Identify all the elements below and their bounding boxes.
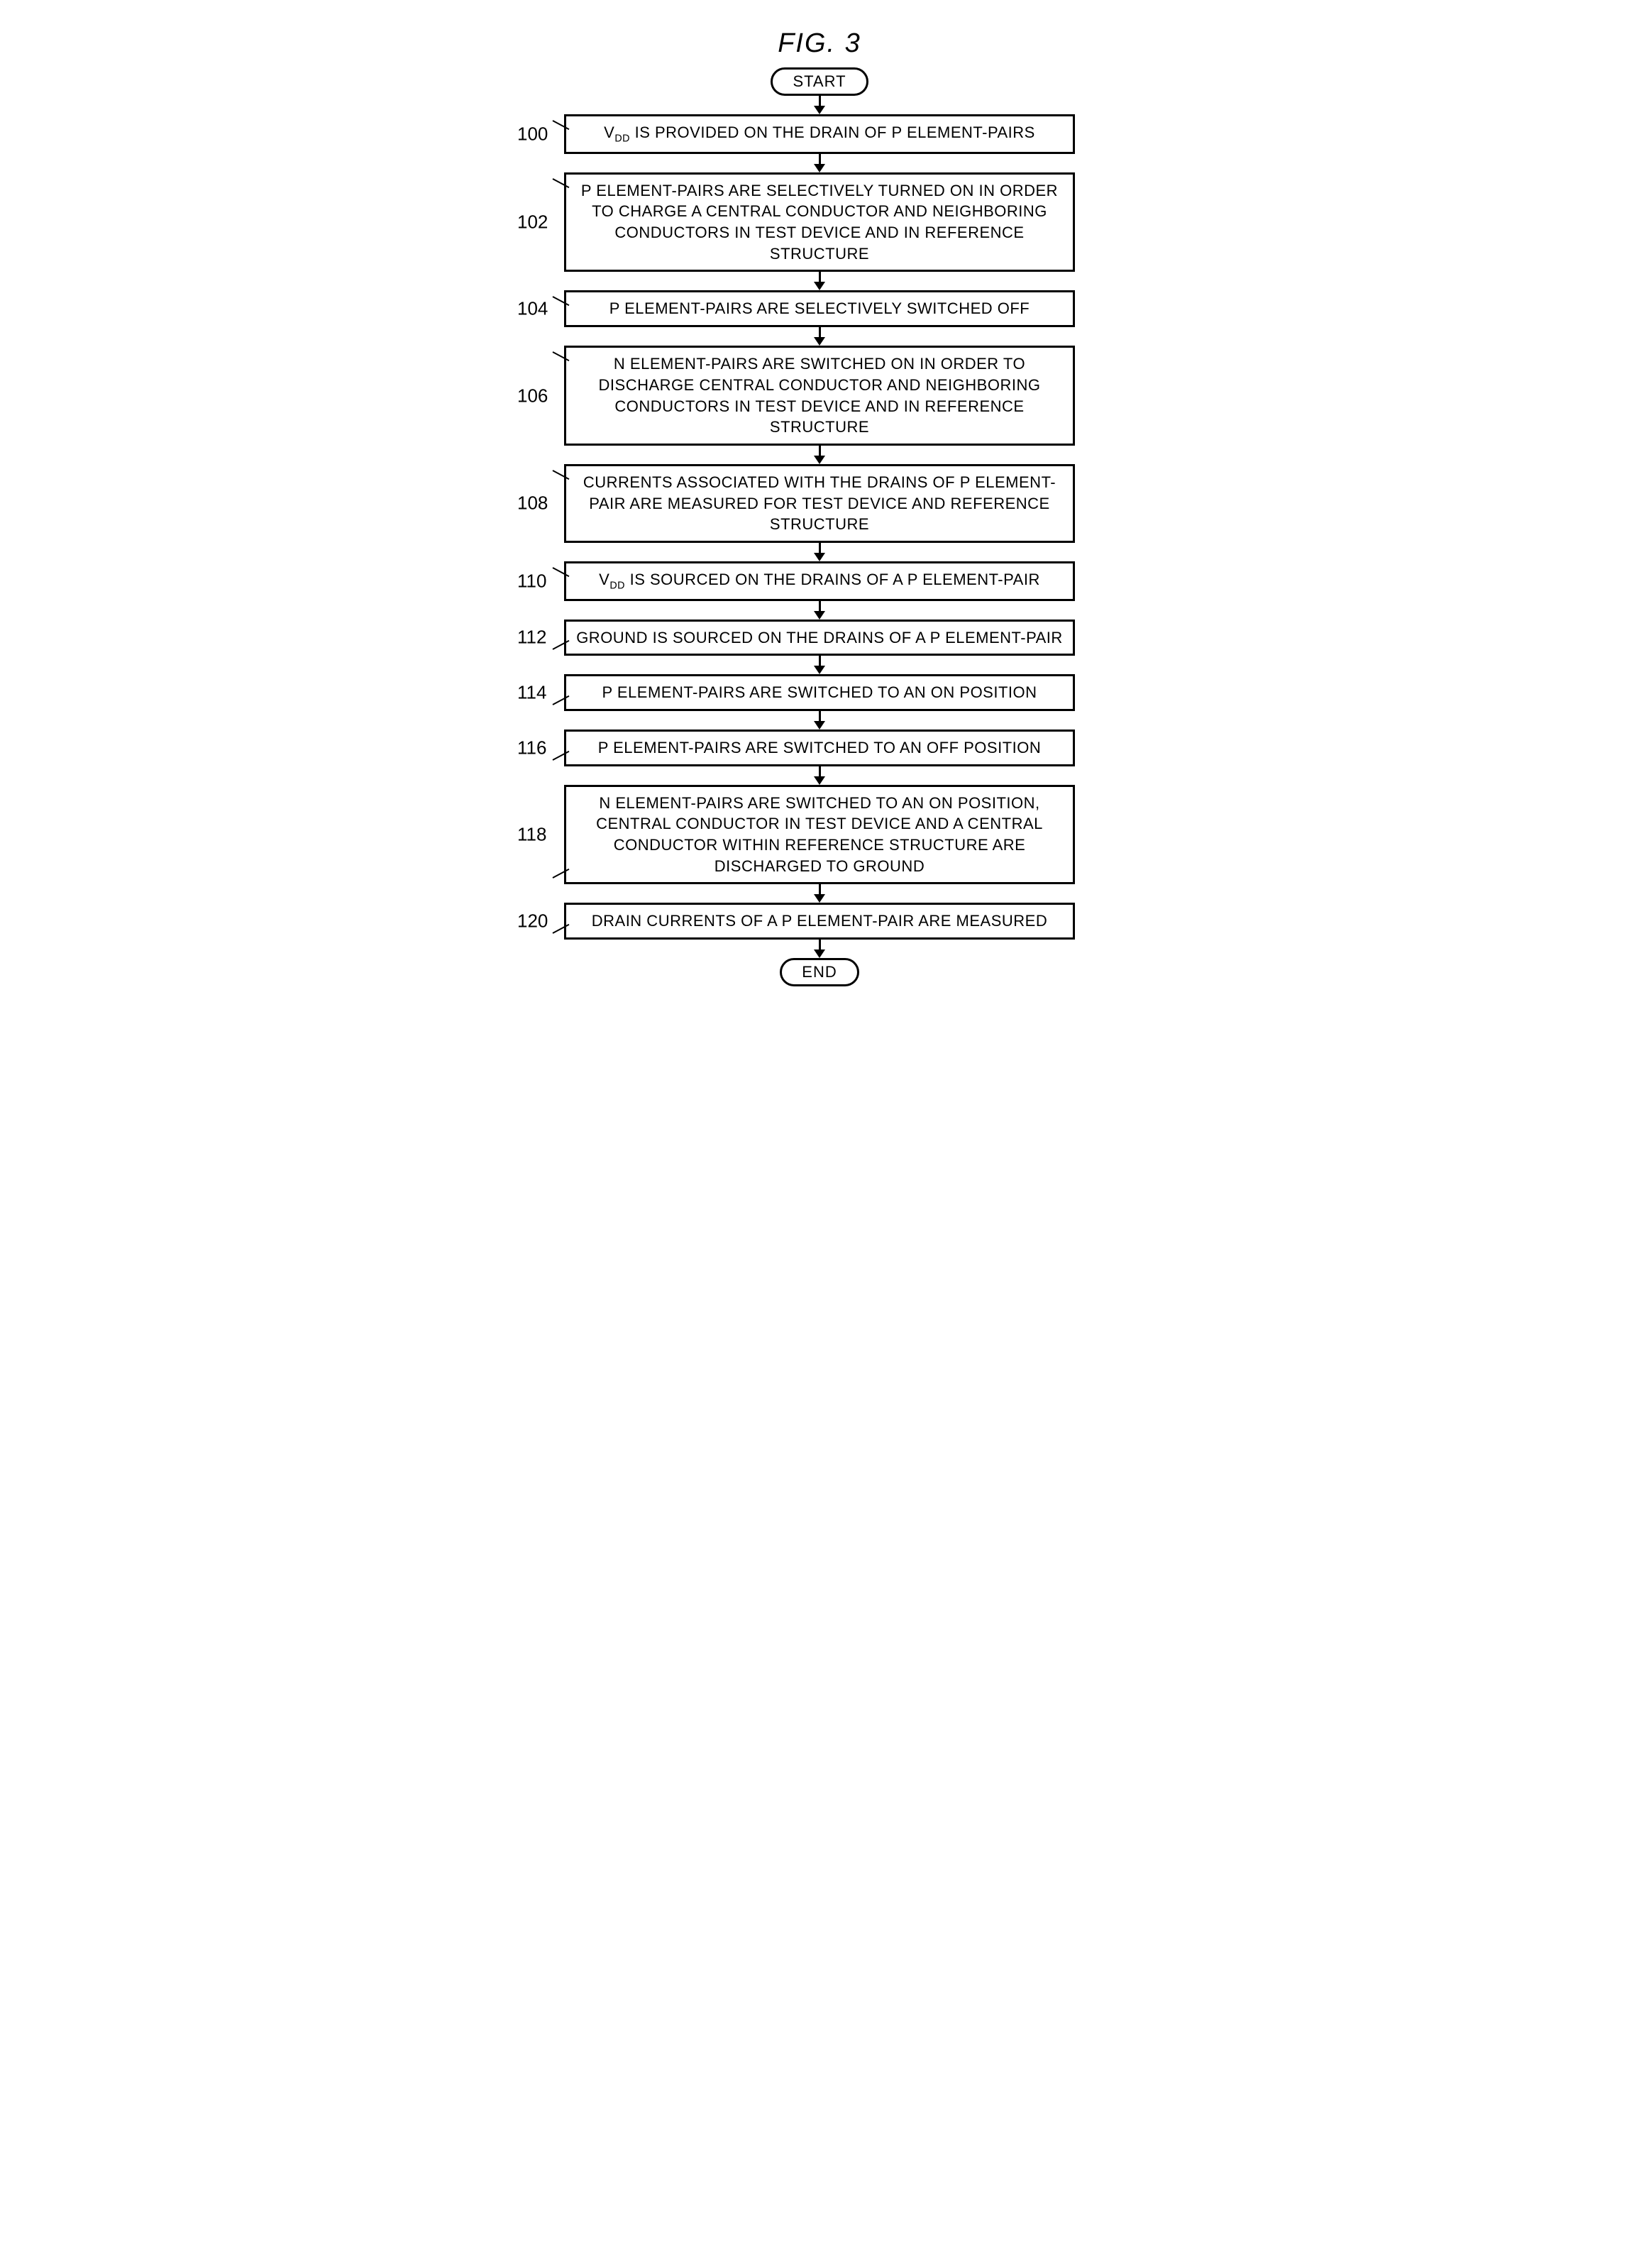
- step-row-112: 112 GROUND IS SOURCED ON THE DRAINS OF A …: [500, 620, 1139, 656]
- step-label-118: 118: [517, 824, 546, 846]
- step-label-116: 116: [517, 737, 546, 759]
- step-box-118: N ELEMENT-PAIRS ARE SWITCHED TO AN ON PO…: [564, 785, 1075, 885]
- step-box-110: VDD IS SOURCED ON THE DRAINS OF A P ELEM…: [564, 561, 1075, 601]
- step-label-110: 110: [517, 570, 546, 592]
- step-label-100: 100: [517, 123, 548, 145]
- step-box-102: P ELEMENT-PAIRS ARE SELECTIVELY TURNED O…: [564, 172, 1075, 273]
- step-label-102: 102: [517, 211, 548, 233]
- step-box-100: VDD IS PROVIDED ON THE DRAIN OF P ELEMEN…: [564, 114, 1075, 154]
- connector-arrow: [500, 272, 1139, 290]
- step-row-110: 110 VDD IS SOURCED ON THE DRAINS OF A P E…: [500, 561, 1139, 601]
- connector-arrow: [500, 940, 1139, 958]
- connector-arrow: [500, 327, 1139, 346]
- step-label-114: 114: [517, 682, 546, 704]
- terminal-end-row: END: [500, 958, 1139, 986]
- step-row-120: 120 DRAIN CURRENTS OF A P ELEMENT-PAIR AR…: [500, 903, 1139, 940]
- steps-container: 100 VDD IS PROVIDED ON THE DRAIN OF P ELE…: [500, 96, 1139, 958]
- step-row-104: 104 P ELEMENT-PAIRS ARE SELECTIVELY SWITC…: [500, 290, 1139, 327]
- step-row-114: 114 P ELEMENT-PAIRS ARE SWITCHED TO AN ON…: [500, 674, 1139, 711]
- connector-arrow: [500, 96, 1139, 114]
- connector-arrow: [500, 711, 1139, 730]
- connector-arrow: [500, 601, 1139, 620]
- step-label-120: 120: [517, 910, 548, 932]
- step-box-116: P ELEMENT-PAIRS ARE SWITCHED TO AN OFF P…: [564, 730, 1075, 766]
- step-label-106: 106: [517, 385, 548, 407]
- step-label-104: 104: [517, 298, 548, 320]
- connector-arrow: [500, 656, 1139, 674]
- step-label-112: 112: [517, 627, 546, 649]
- connector-arrow: [500, 446, 1139, 464]
- step-row-118: 118 N ELEMENT-PAIRS ARE SWITCHED TO AN ON…: [500, 785, 1139, 885]
- step-box-112: GROUND IS SOURCED ON THE DRAINS OF A P E…: [564, 620, 1075, 656]
- step-box-106: N ELEMENT-PAIRS ARE SWITCHED ON IN ORDER…: [564, 346, 1075, 446]
- figure-title: FIG. 3: [500, 28, 1139, 59]
- step-label-108: 108: [517, 492, 548, 514]
- connector-arrow: [500, 766, 1139, 785]
- connector-arrow: [500, 884, 1139, 903]
- step-row-116: 116 P ELEMENT-PAIRS ARE SWITCHED TO AN OF…: [500, 730, 1139, 766]
- step-box-114: P ELEMENT-PAIRS ARE SWITCHED TO AN ON PO…: [564, 674, 1075, 711]
- step-row-100: 100 VDD IS PROVIDED ON THE DRAIN OF P ELE…: [500, 114, 1139, 154]
- connector-arrow: [500, 154, 1139, 172]
- step-box-108: CURRENTS ASSOCIATED WITH THE DRAINS OF P…: [564, 464, 1075, 543]
- connector-arrow: [500, 543, 1139, 561]
- step-box-104: P ELEMENT-PAIRS ARE SELECTIVELY SWITCHED…: [564, 290, 1075, 327]
- step-box-120: DRAIN CURRENTS OF A P ELEMENT-PAIR ARE M…: [564, 903, 1075, 940]
- terminal-start: START: [771, 67, 868, 96]
- step-row-102: 102 P ELEMENT-PAIRS ARE SELECTIVELY TURNE…: [500, 172, 1139, 273]
- step-row-106: 106 N ELEMENT-PAIRS ARE SWITCHED ON IN OR…: [500, 346, 1139, 446]
- flowchart-page: FIG. 3 START 100 VDD IS PROVIDED ON THE D…: [500, 28, 1139, 986]
- step-row-108: 108 CURRENTS ASSOCIATED WITH THE DRAINS O…: [500, 464, 1139, 543]
- terminal-start-row: START: [500, 67, 1139, 96]
- terminal-end: END: [780, 958, 859, 986]
